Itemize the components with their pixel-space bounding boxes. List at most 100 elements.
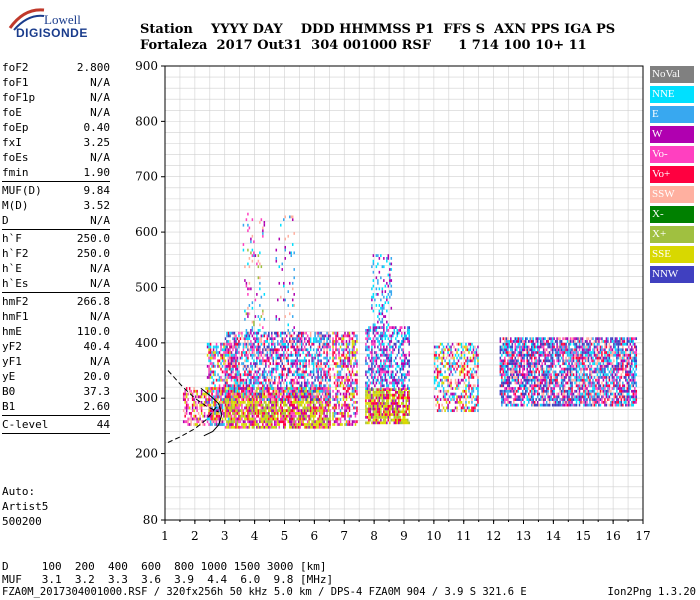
echo-point	[468, 381, 470, 385]
echo-point	[272, 414, 275, 418]
echo-point	[504, 356, 506, 360]
echo-point	[539, 359, 542, 363]
echo-point	[326, 425, 328, 429]
echo-point	[285, 356, 288, 360]
echo-point	[472, 395, 475, 399]
echo-point	[387, 353, 390, 357]
echo-point	[248, 398, 251, 401]
echo-point	[226, 348, 228, 352]
echo-point	[375, 337, 378, 341]
echo-point	[314, 334, 316, 338]
echo-point	[288, 423, 291, 426]
echo-point	[380, 381, 382, 385]
echo-point	[193, 423, 195, 426]
echo-point	[523, 395, 525, 399]
echo-point	[236, 376, 239, 379]
echo-point	[297, 334, 300, 338]
echo-point	[288, 417, 291, 421]
echo-point	[251, 301, 254, 305]
echo-point	[247, 359, 249, 363]
echo-point	[287, 345, 289, 349]
echo-point	[221, 420, 224, 424]
echo-point	[290, 423, 292, 426]
echo-point	[314, 331, 316, 335]
echo-point	[383, 304, 385, 307]
echo-point	[271, 345, 273, 349]
echo-point	[350, 376, 352, 379]
echo-point	[266, 389, 269, 393]
echo-point	[502, 373, 505, 377]
echo-point	[229, 340, 231, 343]
echo-point	[250, 417, 252, 421]
echo-point	[235, 381, 237, 385]
echo-point	[523, 356, 525, 360]
echo-point	[380, 298, 382, 302]
echo-point	[290, 370, 292, 374]
echo-point	[526, 364, 528, 368]
echo-point	[510, 403, 512, 407]
echo-point	[215, 412, 218, 415]
echo-point	[284, 389, 286, 393]
param-value: 0.40	[83, 121, 111, 134]
echo-point	[217, 395, 219, 399]
echo-point	[510, 381, 512, 385]
echo-point	[338, 364, 340, 368]
echo-point	[539, 337, 542, 341]
echo-point	[371, 370, 373, 374]
echo-point	[233, 400, 236, 404]
echo-point	[371, 396, 373, 400]
echo-point	[387, 373, 390, 377]
echo-point	[398, 396, 400, 400]
echo-point	[297, 414, 300, 418]
echo-point	[262, 348, 264, 352]
echo-point	[365, 415, 367, 419]
echo-point	[380, 404, 382, 408]
echo-point	[438, 406, 440, 410]
echo-point	[224, 359, 227, 363]
echo-point	[242, 378, 245, 382]
echo-point	[288, 400, 291, 404]
echo-point	[238, 409, 240, 413]
echo-point	[239, 384, 242, 388]
echo-point	[377, 364, 379, 368]
echo-point	[341, 367, 343, 371]
echo-point	[318, 376, 321, 379]
echo-point	[516, 389, 518, 393]
echo-point	[519, 367, 521, 371]
echo-point	[350, 423, 352, 426]
echo-point	[520, 373, 523, 377]
echo-point	[380, 418, 382, 422]
echo-point	[238, 381, 240, 385]
echo-point	[242, 367, 245, 371]
echo-point	[230, 417, 233, 421]
echo-point	[281, 409, 284, 413]
echo-point	[221, 417, 224, 421]
echo-point	[404, 418, 406, 422]
echo-point	[502, 398, 505, 401]
echo-point	[300, 403, 303, 407]
echo-point	[320, 395, 322, 399]
echo-point	[404, 413, 406, 416]
echo-point	[299, 423, 301, 426]
echo-point	[235, 356, 237, 360]
echo-point	[438, 389, 440, 393]
echo-point	[329, 356, 331, 360]
echo-point	[251, 342, 254, 346]
echo-point	[536, 395, 539, 399]
echo-point	[274, 398, 276, 401]
echo-point	[227, 392, 230, 396]
echo-point	[344, 378, 346, 382]
echo-point	[348, 392, 351, 396]
echo-point	[194, 406, 197, 410]
echo-point	[242, 362, 245, 365]
echo-point	[184, 389, 186, 393]
echo-point	[296, 334, 298, 338]
echo-point	[274, 423, 276, 426]
echo-point	[381, 306, 384, 310]
echo-point	[290, 389, 292, 393]
echo-point	[317, 376, 319, 379]
echo-point	[311, 359, 313, 363]
echo-point	[324, 345, 327, 349]
echo-point	[274, 345, 276, 349]
echo-point	[311, 395, 313, 399]
